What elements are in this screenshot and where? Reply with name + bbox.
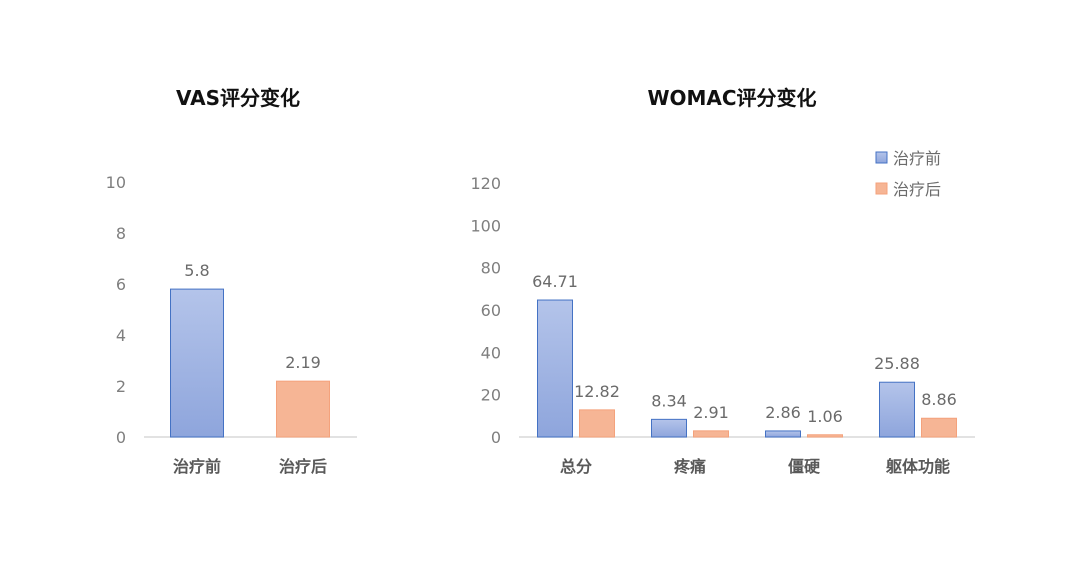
y-tick-label: 10 [106,173,126,192]
vas-y-axis: 0 2 4 6 8 10 [106,173,126,447]
bar-value-label: 8.34 [651,391,687,410]
womac-legend: 治疗前 治疗后 [875,149,941,199]
bar-value-label: 8.86 [921,390,957,409]
legend-swatch-after [875,182,888,195]
womac-bar [765,430,801,438]
y-tick-label: 20 [481,386,501,405]
womac-bars: 64.71 12.82 8.34 2.91 2.86 1.06 25.888.86 [532,272,957,438]
x-category-label: 治疗后 [279,457,327,476]
bar-value-label: 64.71 [532,272,578,291]
vas-bar [170,288,224,438]
womac-bar [651,418,687,438]
vas-x-axis: 治疗前 治疗后 [173,457,327,476]
y-tick-label: 6 [116,275,126,294]
bar-value-label: 12.82 [574,382,620,401]
bar-value-label: 2.91 [693,403,729,422]
y-tick-label: 120 [470,174,501,193]
y-tick-label: 40 [481,343,501,362]
womac-chart: WOMAC评分变化 0 20 40 60 80 100 120 64.71 12.82 8.34… [470,86,975,476]
vas-chart: VAS评分变化 0 2 4 6 8 10 5.8 2.19 治疗前 治疗后 [106,86,357,476]
womac-bar [807,434,843,438]
y-tick-label: 2 [116,377,126,396]
womac-bar [693,430,729,438]
y-tick-label: 100 [470,216,501,235]
x-category-label: 疼痛 [674,457,706,476]
womac-x-axis: 总分 疼痛 僵硬 躯体功能 [560,457,950,476]
x-category-label: 僵硬 [788,457,821,476]
womac-bar [537,299,573,438]
bar-value-label: 1.06 [807,407,843,426]
womac-y-axis: 0 20 40 60 80 100 120 [470,174,501,447]
womac-bar [579,409,615,438]
vas-bars: 5.8 2.19 [170,261,330,438]
womac-bar [879,381,915,438]
legend-label-before: 治疗前 [893,149,941,168]
vas-bar [276,380,330,438]
bar-value-label: 2.19 [285,353,321,372]
x-category-label: 躯体功能 [885,457,950,476]
womac-chart-title: WOMAC评分变化 [647,86,816,110]
y-tick-label: 80 [481,259,501,278]
x-category-label: 总分 [560,457,592,476]
y-tick-label: 4 [116,326,126,345]
y-tick-label: 0 [491,428,501,447]
legend-swatch-before [875,151,888,164]
womac-bar [921,417,957,438]
y-tick-label: 0 [116,428,126,447]
bar-value-label: 5.8 [184,261,209,280]
vas-chart-title: VAS评分变化 [176,86,300,110]
legend-label-after: 治疗后 [893,180,941,199]
y-tick-label: 8 [116,224,126,243]
y-tick-label: 60 [481,301,501,320]
bar-value-label: 25.88 [874,354,920,373]
x-category-label: 治疗前 [173,457,221,476]
bar-value-label: 2.86 [765,403,801,422]
